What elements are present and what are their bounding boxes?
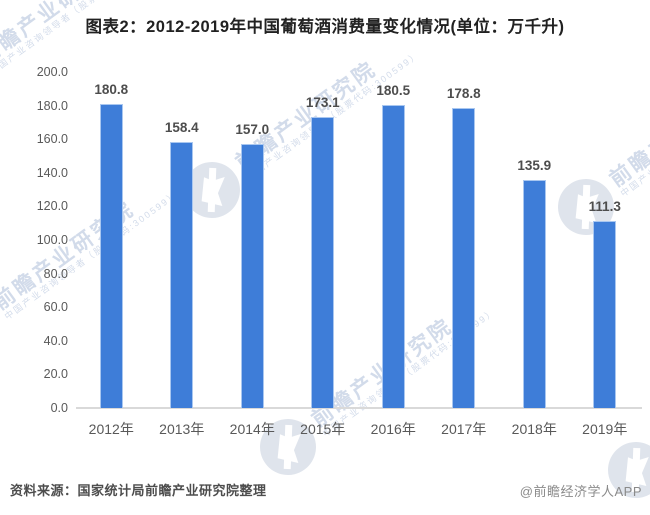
x-axis-line [76,407,642,409]
bar-value-label: 178.8 [446,85,481,101]
x-axis-label: 2018年 [511,421,557,437]
bar-slot: 135.9 [499,72,570,408]
x-axis-label: 2016年 [370,421,416,437]
y-tick-label: 140.0 [36,165,68,180]
x-axis-label: 2015年 [300,421,346,437]
y-tick-label: 120.0 [36,199,68,214]
x-axis-label: 2017年 [441,421,487,437]
bar-2017年 [452,107,476,408]
bar-2015年 [311,117,335,408]
y-tick-label: 200.0 [36,65,68,79]
bar-2018年 [522,179,546,408]
bar-value-label: 180.8 [94,82,129,98]
chart-title: 图表2：2012-2019年中国葡萄酒消费量变化情况(单位：万千升) [85,18,565,36]
x-axis-label: 2013年 [159,421,205,437]
bar-value-label: 173.1 [305,95,340,111]
bar-value-label: 158.4 [164,119,199,135]
bar-slot: 173.1 [288,72,359,408]
bar-2019年 [593,221,617,408]
y-tick-label: 40.0 [43,333,68,348]
bar-slot: 157.0 [217,72,288,408]
bar-slot: 111.3 [570,72,641,408]
bar-slot: 158.4 [147,72,218,408]
y-tick-label: 100.0 [36,233,68,247]
bar-2012年 [99,104,123,408]
bar-value-label: 180.5 [376,82,411,98]
source-note: 资料来源：国家统计局前瞻产业研究院整理 [10,483,267,498]
bar-value-label: 135.9 [517,157,552,173]
bar-2014年 [240,144,264,408]
y-tick-label: 80.0 [43,266,68,281]
x-axis-label: 2012年 [88,421,134,437]
y-tick-label: 20.0 [43,367,68,382]
bar-value-label: 157.0 [235,122,270,138]
y-tick-label: 60.0 [43,300,68,315]
y-tick-label: 160.0 [36,132,68,147]
y-tick-label: 180.0 [36,98,68,113]
bar-slot: 180.5 [358,72,429,408]
bar-2016年 [381,104,405,408]
bar-slot: 180.8 [76,72,147,408]
x-axis-label: 2014年 [229,421,275,437]
y-tick-label: 0.0 [50,401,68,415]
x-axis-labels: 2012年 2013年 2014年 2015年 2016年 2017年 2018年 2019年 [76,419,640,439]
credit-note: @前瞻经济学人APP [519,484,642,499]
bar-2013年 [170,141,194,408]
bar-value-label: 111.3 [588,199,621,215]
bar-slot: 178.8 [429,72,500,408]
bar-series: 180.8 158.4 157.0 173.1 180.5 178.8 135.9 111.3 [76,72,640,408]
x-axis-label: 2019年 [582,421,628,437]
